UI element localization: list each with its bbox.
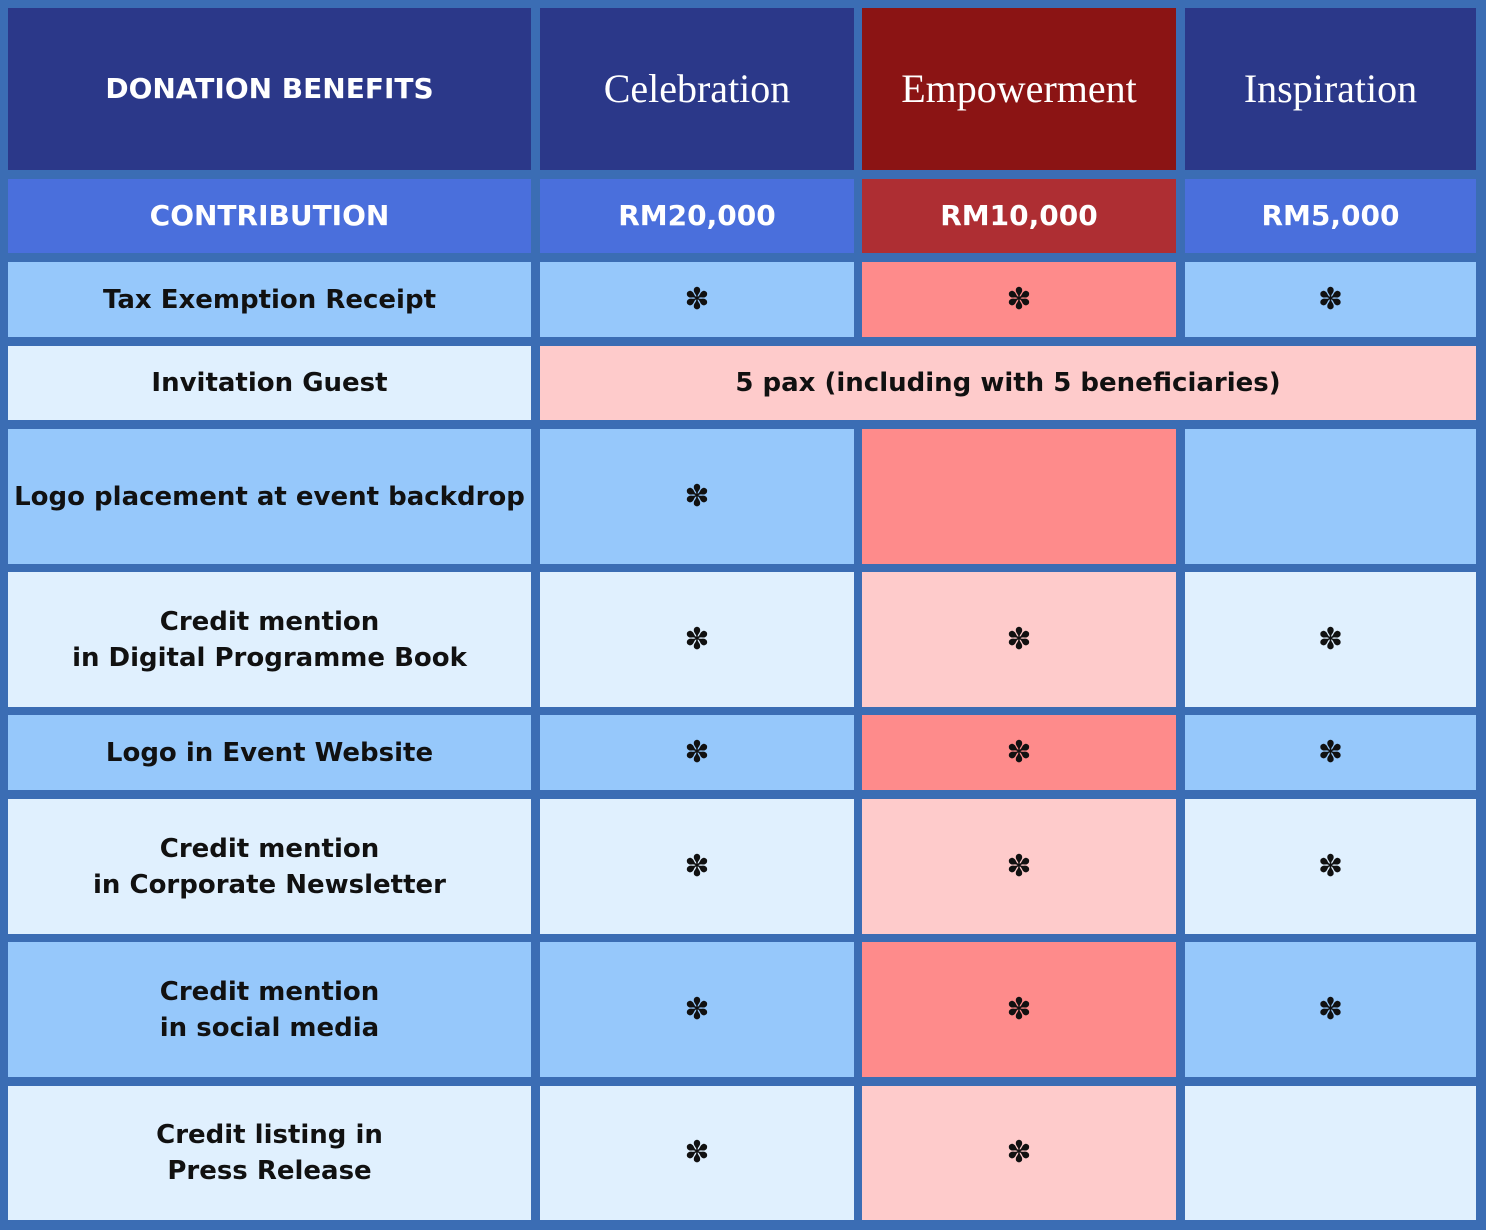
tier-name: Celebration — [540, 8, 854, 170]
merged-cell: 5 pax (including with 5 beneficiaries) — [540, 346, 1476, 420]
benefit-cell: ✽ — [1185, 262, 1476, 337]
contribution-amount: RM5,000 — [1185, 179, 1476, 253]
benefit-label: Credit mention in Digital Programme Book — [8, 572, 531, 707]
benefit-cell — [1185, 1086, 1476, 1220]
benefit-label: Tax Exemption Receipt — [8, 262, 531, 337]
benefit-cell: ✽ — [540, 715, 854, 790]
benefit-label: Credit mention in social media — [8, 942, 531, 1077]
benefit-cell: ✽ — [862, 942, 1176, 1077]
tier-name: Empowerment — [862, 8, 1176, 170]
benefit-label: Logo in Event Website — [8, 715, 531, 790]
benefit-cell: ✽ — [862, 262, 1176, 337]
benefit-cell — [1185, 429, 1476, 564]
benefit-label: Credit listing in Press Release — [8, 1086, 531, 1220]
benefit-cell: ✽ — [1185, 715, 1476, 790]
benefit-cell: ✽ — [540, 572, 854, 707]
benefit-cell: ✽ — [862, 715, 1176, 790]
benefit-cell: ✽ — [862, 1086, 1176, 1220]
header-title: DONATION BENEFITS — [8, 8, 531, 170]
benefit-cell: ✽ — [540, 1086, 854, 1220]
contribution-label: CONTRIBUTION — [8, 179, 531, 253]
contribution-amount: RM10,000 — [862, 179, 1176, 253]
benefit-cell: ✽ — [862, 799, 1176, 934]
benefit-label: Credit mention in Corporate Newsletter — [8, 799, 531, 934]
benefit-cell — [862, 429, 1176, 564]
benefit-cell: ✽ — [1185, 942, 1476, 1077]
benefit-cell: ✽ — [540, 799, 854, 934]
tier-name: Inspiration — [1185, 8, 1476, 170]
benefit-cell: ✽ — [1185, 799, 1476, 934]
contribution-amount: RM20,000 — [540, 179, 854, 253]
benefit-label: Logo placement at event backdrop — [8, 429, 531, 564]
benefit-cell: ✽ — [1185, 572, 1476, 707]
benefit-cell: ✽ — [862, 572, 1176, 707]
benefit-cell: ✽ — [540, 262, 854, 337]
benefit-label: Invitation Guest — [8, 346, 531, 420]
benefit-cell: ✽ — [540, 429, 854, 564]
benefit-cell: ✽ — [540, 942, 854, 1077]
